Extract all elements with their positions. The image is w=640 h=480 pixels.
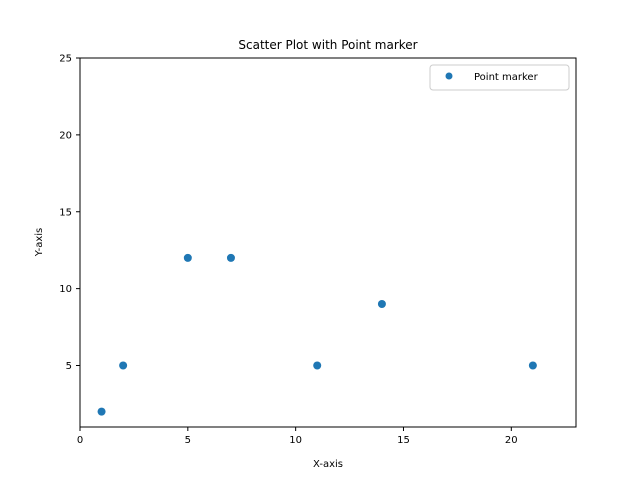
legend-label: Point marker xyxy=(474,72,539,83)
x-tick-label: 5 xyxy=(185,435,191,446)
x-tick-label: 20 xyxy=(505,435,518,446)
legend-marker xyxy=(445,72,453,80)
scatter-point xyxy=(97,407,106,416)
x-tick-label: 15 xyxy=(397,435,410,446)
scatter-point xyxy=(183,253,192,262)
x-tick-label: 0 xyxy=(77,435,83,446)
legend-box xyxy=(429,64,570,91)
y-tick-label: 15 xyxy=(59,207,72,218)
scatter-point xyxy=(377,300,386,308)
y-tick-label: 5 xyxy=(66,361,72,372)
data-points xyxy=(97,253,537,416)
scatter-point xyxy=(313,361,322,370)
y-tick-label: 20 xyxy=(59,130,72,141)
y-axis-ticks: 5 10 15 20 25 xyxy=(59,54,80,372)
legend: Point marker xyxy=(429,64,570,91)
x-axis-label: X-axis xyxy=(313,459,343,470)
chart-title: Scatter Plot with Point marker xyxy=(238,38,417,52)
scatter-point xyxy=(119,361,128,370)
scatter-point xyxy=(226,253,235,262)
x-tick-label: 10 xyxy=(289,435,302,446)
plot-area-frame xyxy=(79,57,577,428)
y-tick-label: 25 xyxy=(59,54,72,65)
scatter-point xyxy=(528,361,537,370)
y-tick-label: 10 xyxy=(59,284,72,295)
x-axis-ticks: 0 5 10 15 20 xyxy=(77,427,518,446)
y-axis-label: Y-axis xyxy=(34,228,45,258)
